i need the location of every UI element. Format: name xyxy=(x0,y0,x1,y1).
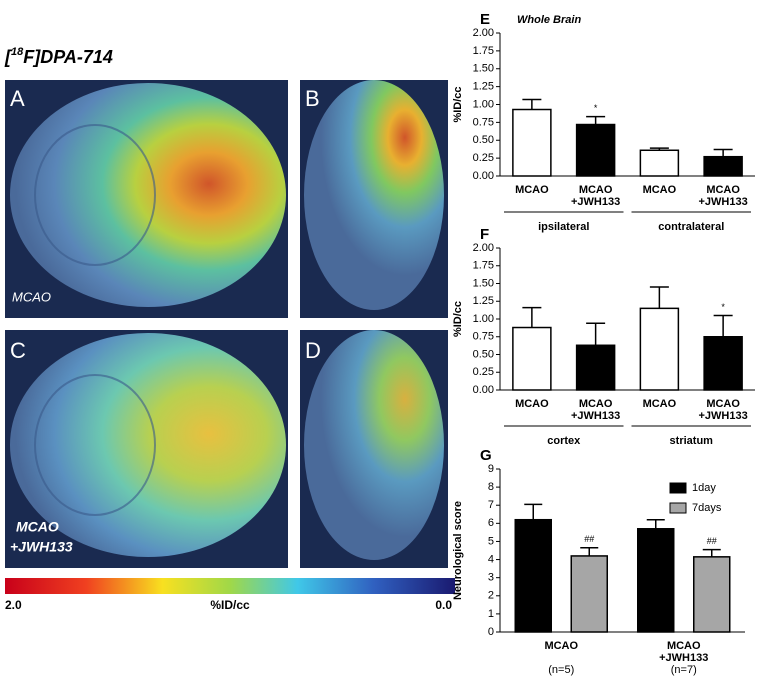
y-tick-label: 4 xyxy=(488,553,494,565)
image-d: D xyxy=(300,330,448,568)
y-tick-label: 1.75 xyxy=(473,260,494,272)
x-tick-label: MCAO xyxy=(579,398,613,410)
image-caption: +JWH133 xyxy=(10,539,73,555)
x-tick-label: MCAO xyxy=(643,184,677,196)
y-tick-label: 0 xyxy=(488,626,494,638)
y-tick-label: 0.75 xyxy=(473,116,494,128)
y-tick-label: 0.00 xyxy=(473,170,494,182)
annotation: ## xyxy=(584,534,594,544)
y-tick-label: 1.25 xyxy=(473,295,494,307)
note: (n=5) xyxy=(548,664,574,676)
image-caption: MCAO xyxy=(16,519,59,535)
image-a: A MCAO xyxy=(5,80,288,318)
panel-label: B xyxy=(305,86,320,111)
bar xyxy=(575,344,616,391)
y-tick-label: 5 xyxy=(488,535,494,547)
image-caption: MCAO xyxy=(12,289,51,304)
bar xyxy=(639,307,680,391)
y-axis-label: %ID/cc xyxy=(452,301,464,337)
panel-label: G xyxy=(480,447,492,464)
y-axis-label: Neurological score xyxy=(452,501,464,600)
y-tick-label: 0.00 xyxy=(473,384,494,396)
x-tick-label: MCAO xyxy=(579,184,613,196)
chart-title: Whole Brain xyxy=(517,14,581,26)
x-tick-label: MCAO xyxy=(706,398,740,410)
legend-label: 1day xyxy=(692,482,716,494)
y-tick-label: 1.00 xyxy=(473,313,494,325)
y-tick-label: 8 xyxy=(488,481,494,493)
colorbar-title: %ID/cc xyxy=(210,598,250,612)
tracer-prefix: [ xyxy=(4,47,13,67)
y-tick-label: 1 xyxy=(488,608,494,620)
bar xyxy=(512,326,552,391)
group-label: ipsilateral xyxy=(538,221,589,233)
x-tick-label: +JWH133 xyxy=(699,410,748,422)
y-tick-label: 2.00 xyxy=(473,27,494,39)
bar xyxy=(570,555,608,633)
group-label: cortex xyxy=(547,435,581,447)
panel-label: A xyxy=(10,86,25,111)
tracer-title: [18F]DPA-714 xyxy=(4,46,113,67)
y-tick-label: 9 xyxy=(488,463,494,475)
y-axis-label: %ID/cc xyxy=(452,86,464,122)
tracer-suffix: F]DPA-714 xyxy=(23,47,113,67)
group-label: striatum xyxy=(670,435,714,447)
y-tick-label: 1.50 xyxy=(473,277,494,289)
legend-swatch xyxy=(669,482,687,494)
y-tick-label: 0.75 xyxy=(473,331,494,343)
y-tick-label: 0.25 xyxy=(473,152,494,164)
bar xyxy=(637,528,675,633)
legend-label: 7days xyxy=(692,502,722,514)
y-tick-label: 1.50 xyxy=(473,63,494,75)
x-tick-label: MCAO xyxy=(706,184,740,196)
x-tick-label: +JWH133 xyxy=(699,196,748,208)
y-tick-label: 1.75 xyxy=(473,45,494,57)
image-c: C MCAO +JWH133 xyxy=(5,330,288,568)
image-b: B xyxy=(300,80,448,318)
x-tick-label: MCAO xyxy=(667,640,701,652)
y-tick-label: 1.25 xyxy=(473,81,494,93)
bar xyxy=(575,123,616,177)
x-tick-label: MCAO xyxy=(515,184,549,196)
bar xyxy=(639,149,680,177)
colorbar-max: 0.0 xyxy=(435,598,452,612)
x-tick-label: +JWH133 xyxy=(571,410,620,422)
bar xyxy=(703,155,743,177)
y-tick-label: 0.25 xyxy=(473,366,494,378)
note: (n=7) xyxy=(671,664,697,676)
panel-label: E xyxy=(480,11,490,28)
y-tick-label: 3 xyxy=(488,572,494,584)
panel-label: F xyxy=(480,226,489,243)
x-tick-label: +JWH133 xyxy=(571,196,620,208)
colorbar-min: 2.0 xyxy=(5,598,22,612)
y-tick-label: 7 xyxy=(488,499,494,511)
bar xyxy=(703,336,743,391)
y-tick-label: 1.00 xyxy=(473,98,494,110)
colorbar xyxy=(5,578,455,594)
y-tick-label: 2 xyxy=(488,590,494,602)
tracer-superscript: 18 xyxy=(11,46,24,58)
annotation: * xyxy=(594,103,598,113)
bar xyxy=(512,108,552,177)
y-tick-label: 2.00 xyxy=(473,242,494,254)
group-label: contralateral xyxy=(658,221,724,233)
bar xyxy=(514,518,552,633)
annotation: * xyxy=(721,302,725,312)
y-tick-label: 6 xyxy=(488,517,494,529)
x-tick-label: MCAO xyxy=(643,398,677,410)
annotation: ## xyxy=(707,536,717,546)
bar xyxy=(693,556,731,633)
y-tick-label: 0.50 xyxy=(473,348,494,360)
y-tick-label: 0.50 xyxy=(473,134,494,146)
x-tick-label: +JWH133 xyxy=(659,652,708,664)
panel-label: D xyxy=(305,338,321,363)
x-tick-label: MCAO xyxy=(515,398,549,410)
panel-label: C xyxy=(10,338,26,363)
legend-swatch xyxy=(669,502,687,514)
x-tick-label: MCAO xyxy=(544,640,578,652)
